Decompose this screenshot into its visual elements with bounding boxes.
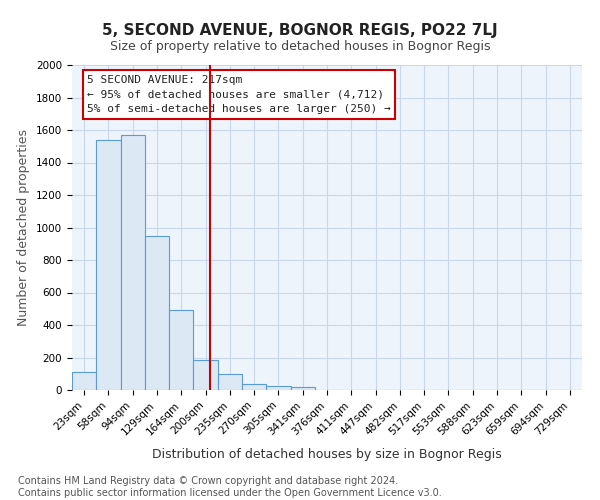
Bar [290,387,315,390]
Y-axis label: Number of detached properties: Number of detached properties [17,129,31,326]
Bar [242,384,266,390]
Bar [266,386,290,390]
Bar [121,135,145,390]
Bar [169,310,193,390]
Text: 5 SECOND AVENUE: 217sqm
← 95% of detached houses are smaller (4,712)
5% of semi-: 5 SECOND AVENUE: 217sqm ← 95% of detache… [88,74,391,114]
Bar [72,372,96,390]
Text: 5, SECOND AVENUE, BOGNOR REGIS, PO22 7LJ: 5, SECOND AVENUE, BOGNOR REGIS, PO22 7LJ [102,22,498,38]
Bar [145,236,169,390]
X-axis label: Distribution of detached houses by size in Bognor Regis: Distribution of detached houses by size … [152,448,502,460]
Text: Size of property relative to detached houses in Bognor Regis: Size of property relative to detached ho… [110,40,490,53]
Bar [96,140,121,390]
Bar [193,360,218,390]
Bar [218,374,242,390]
Text: Contains HM Land Registry data © Crown copyright and database right 2024.
Contai: Contains HM Land Registry data © Crown c… [18,476,442,498]
